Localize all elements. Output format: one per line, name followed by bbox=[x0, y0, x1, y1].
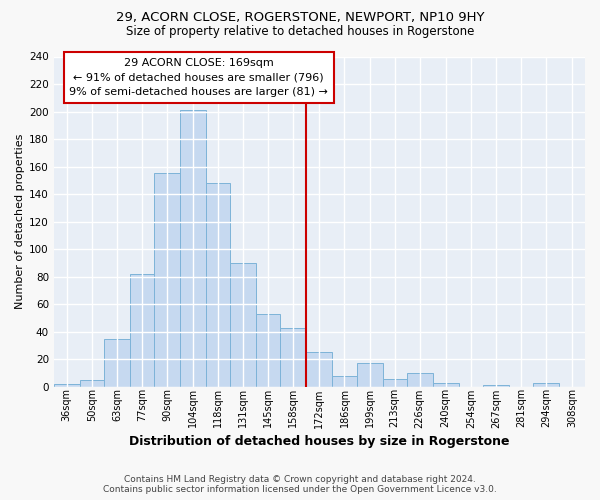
Text: Size of property relative to detached houses in Rogerstone: Size of property relative to detached ho… bbox=[126, 25, 474, 38]
Bar bbox=[154, 174, 180, 387]
Text: 29, ACORN CLOSE, ROGERSTONE, NEWPORT, NP10 9HY: 29, ACORN CLOSE, ROGERSTONE, NEWPORT, NP… bbox=[116, 12, 484, 24]
Bar bbox=[483, 386, 509, 387]
Text: 29 ACORN CLOSE: 169sqm
← 91% of detached houses are smaller (796)
9% of semi-det: 29 ACORN CLOSE: 169sqm ← 91% of detached… bbox=[69, 58, 328, 98]
Bar bbox=[230, 263, 256, 387]
X-axis label: Distribution of detached houses by size in Rogerstone: Distribution of detached houses by size … bbox=[129, 434, 509, 448]
Bar bbox=[256, 314, 280, 387]
Bar bbox=[383, 378, 407, 387]
Bar bbox=[307, 352, 332, 387]
Bar bbox=[180, 110, 206, 387]
Bar bbox=[104, 338, 130, 387]
Bar bbox=[80, 380, 104, 387]
Bar bbox=[130, 274, 154, 387]
Bar bbox=[433, 382, 458, 387]
Bar bbox=[280, 328, 307, 387]
Text: Contains HM Land Registry data © Crown copyright and database right 2024.
Contai: Contains HM Land Registry data © Crown c… bbox=[103, 474, 497, 494]
Bar bbox=[54, 384, 80, 387]
Bar bbox=[356, 364, 383, 387]
Bar bbox=[407, 373, 433, 387]
Bar bbox=[533, 382, 559, 387]
Bar bbox=[332, 376, 356, 387]
Y-axis label: Number of detached properties: Number of detached properties bbox=[15, 134, 25, 310]
Bar bbox=[206, 183, 230, 387]
